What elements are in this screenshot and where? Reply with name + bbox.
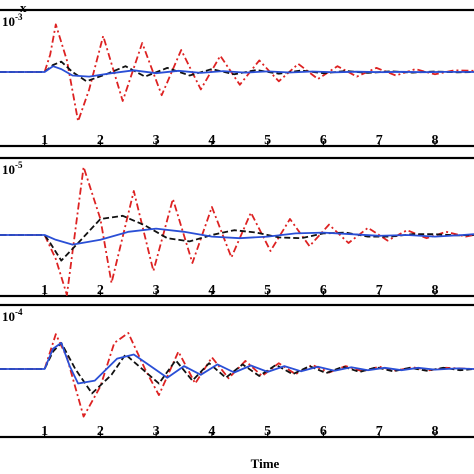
series-line-blue (0, 65, 474, 78)
series-line-red (0, 23, 474, 123)
panel-frame (0, 303, 474, 439)
x-tick-label: 3 (153, 424, 160, 439)
series-line-red (0, 166, 474, 296)
x-tick-label: 7 (376, 133, 383, 148)
x-tick-label: 3 (153, 283, 160, 298)
x-tick-label: 1 (41, 283, 48, 298)
x-tick-label: 6 (320, 133, 327, 148)
panel-2: 10-5 1 2 3 4 5 6 7 8 (0, 156, 474, 298)
series-line-blue (0, 341, 474, 385)
series-line-black (0, 214, 474, 262)
series-line-blue (0, 227, 474, 246)
x-tick-label: 4 (208, 283, 215, 298)
x-tick-label: 7 (376, 283, 383, 298)
x-tick-label: 1 (41, 424, 48, 439)
panel-frame (0, 156, 474, 298)
x-tick-label: 2 (97, 424, 104, 439)
x-tick-label: 2 (97, 133, 104, 148)
x-tick-label: 8 (431, 424, 438, 439)
panel-3: 10-4 1 2 3 4 5 6 7 8 (0, 303, 474, 439)
panel-frame (0, 8, 474, 148)
scale-exponent: -4 (15, 307, 23, 317)
panels: 10-3 1 2 3 4 5 6 7 8 10-5 1 2 3 4 5 6 7 8 10-4 1 2 3 4 5 6 7 8 (0, 8, 474, 439)
x-tick-label: 6 (320, 424, 327, 439)
series-line-red (0, 332, 474, 418)
scale-label: 10-4 (2, 307, 23, 324)
panel-1: 10-3 1 2 3 4 5 6 7 8 (0, 8, 474, 148)
x-tick-label: 7 (376, 424, 383, 439)
top-axis-label: x (20, 0, 27, 15)
x-tick-label: 4 (208, 424, 215, 439)
x-tick-label: 4 (208, 133, 215, 148)
x-tick-label: 6 (320, 283, 327, 298)
x-axis-label: Time (251, 456, 280, 471)
x-tick-label: 8 (431, 133, 438, 148)
scale-label: 10-5 (2, 160, 23, 177)
x-tick-label: 8 (431, 283, 438, 298)
scale-label: 10-3 (2, 12, 23, 29)
scale-exponent: -5 (15, 160, 23, 170)
x-tick-label: 1 (41, 133, 48, 148)
x-tick-label: 5 (264, 133, 271, 148)
x-tick-label: 2 (97, 283, 104, 298)
x-tick-label: 5 (264, 283, 271, 298)
x-tick-label: 3 (153, 133, 160, 148)
x-tick-label: 5 (264, 424, 271, 439)
scale-exponent: -3 (15, 12, 23, 22)
